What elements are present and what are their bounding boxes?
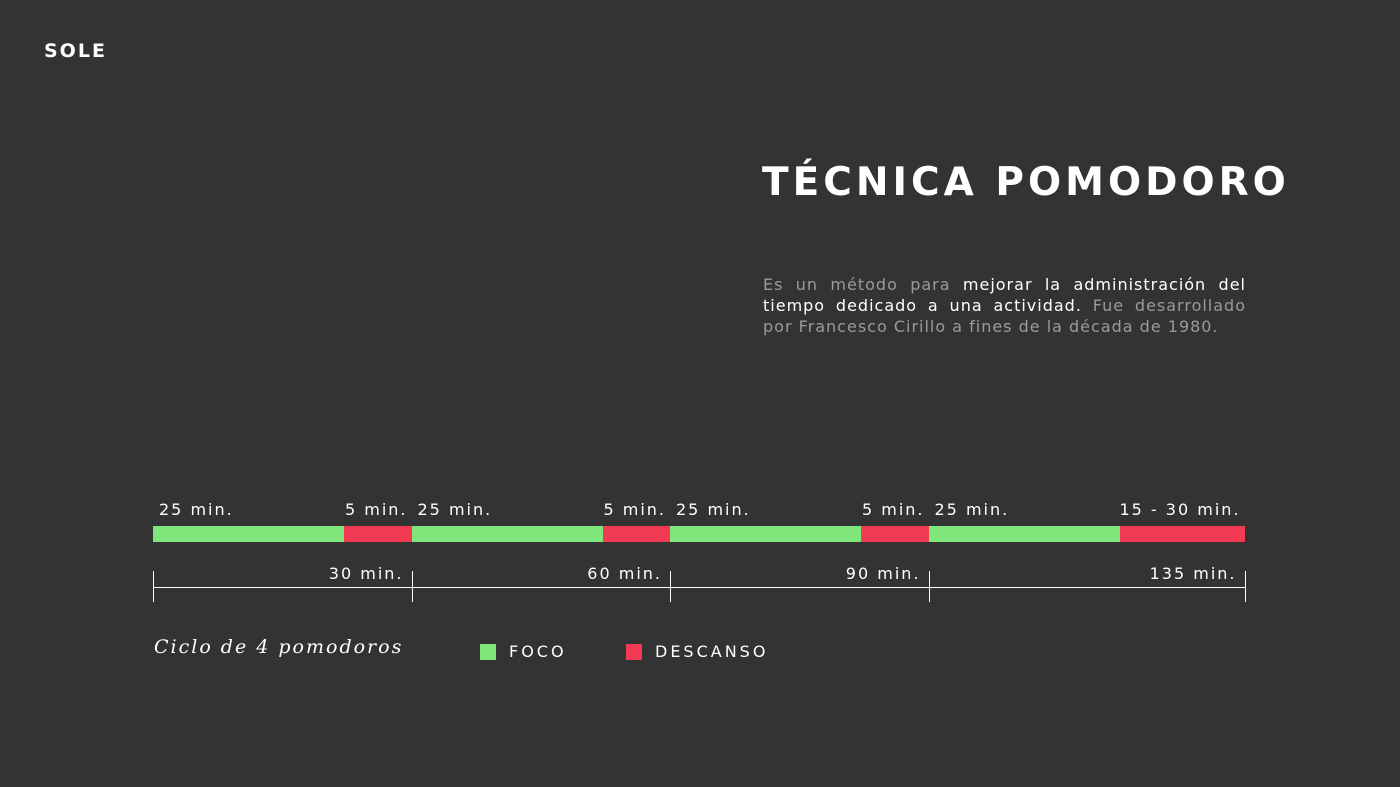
break-duration-label: 5 min. [861, 500, 925, 519]
legend-focus: FOCO [480, 642, 567, 661]
cycle-caption: Ciclo de 4 pomodoros [154, 636, 404, 658]
time-axis [153, 587, 1245, 588]
description-part1: Es un método para [763, 275, 963, 294]
break-duration-label: 15 - 30 min. [1119, 500, 1241, 519]
focus-segment [928, 526, 1120, 542]
break-segment [1119, 526, 1245, 542]
axis-tick [153, 571, 154, 602]
break-segment [602, 526, 670, 542]
axis-tick [412, 571, 413, 602]
break-segment [344, 526, 412, 542]
legend-break-swatch [626, 643, 642, 660]
focus-segment [670, 526, 861, 542]
focus-duration-label: 25 min. [676, 500, 751, 519]
break-duration-label: 5 min. [344, 500, 408, 519]
legend-break-label: DESCANSO [655, 642, 769, 661]
focus-duration-label: 25 min. [417, 500, 493, 519]
legend-focus-label: FOCO [509, 642, 567, 661]
axis-tick [1245, 571, 1246, 602]
axis-tick-label: 30 min. [328, 564, 404, 583]
description-part2: Fue desarrollado por Francesco Cirillo a… [763, 296, 1246, 336]
description: Es un método para mejorar la administrac… [763, 274, 1246, 337]
page-title: TÉCNICA POMODORO [762, 160, 1290, 205]
focus-segment [411, 526, 603, 542]
focus-duration-label: 25 min. [934, 500, 1010, 519]
logo: SOLE [44, 40, 107, 62]
description-highlight: mejorar la administración del tiempo ded… [763, 275, 1246, 315]
focus-segment [153, 526, 344, 542]
axis-tick [929, 571, 930, 602]
axis-tick-label: 135 min. [1149, 564, 1237, 583]
axis-tick-label: 60 min. [587, 564, 662, 583]
axis-tick [670, 571, 671, 602]
axis-tick-label: 90 min. [845, 564, 921, 583]
focus-duration-label: 25 min. [159, 500, 234, 519]
break-duration-label: 5 min. [603, 500, 666, 519]
legend-break: DESCANSO [626, 642, 768, 661]
break-segment [861, 526, 929, 542]
legend-focus-swatch [480, 643, 496, 660]
